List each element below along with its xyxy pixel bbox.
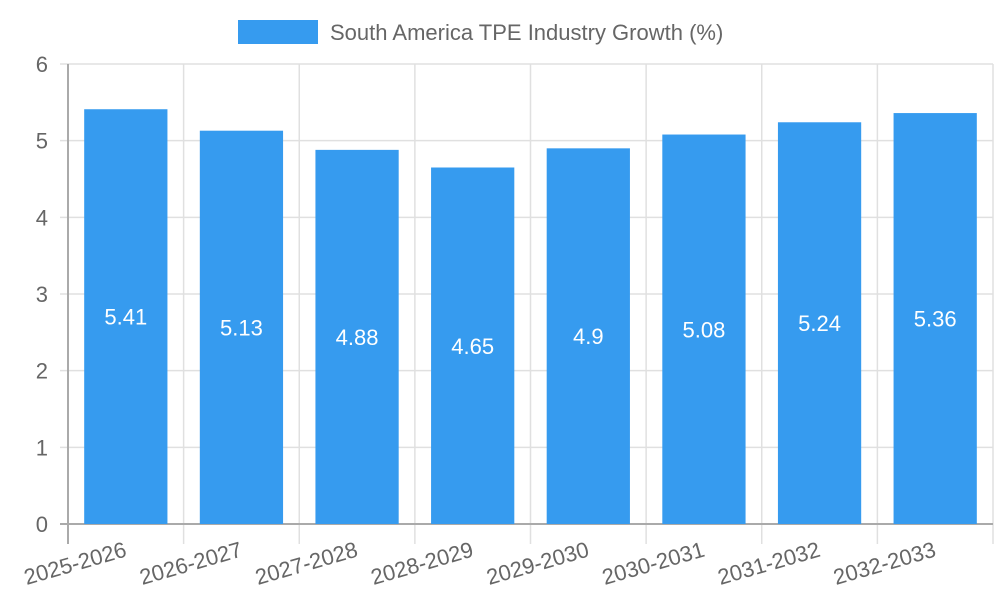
data-label: 5.08 — [683, 317, 726, 342]
data-label: 5.13 — [220, 315, 263, 340]
y-tick-label: 5 — [36, 129, 48, 154]
y-tick-label: 6 — [36, 52, 48, 77]
bar[interactable] — [546, 148, 630, 525]
legend-label: South America TPE Industry Growth (%) — [330, 20, 723, 45]
bar[interactable] — [893, 113, 977, 525]
x-tick-label: 2029-2030 — [484, 537, 592, 590]
data-labels: 5.41 5.13 4.88 4.65 4.9 5.08 5.24 5.36 — [104, 305, 956, 359]
x-tick-label: 2027-2028 — [252, 537, 360, 590]
bar[interactable] — [662, 134, 746, 525]
y-tick-label: 2 — [36, 359, 48, 384]
data-label: 5.36 — [914, 307, 957, 332]
data-label: 5.41 — [104, 305, 147, 330]
x-tick-label: 2026-2027 — [137, 537, 245, 590]
legend-swatch — [238, 20, 318, 44]
data-label: 4.9 — [573, 324, 604, 349]
x-tick-label: 2031-2032 — [715, 537, 823, 590]
x-tick-label: 2030-2031 — [599, 537, 707, 590]
x-tick-label: 2028-2029 — [368, 537, 476, 590]
data-label: 4.88 — [336, 325, 379, 350]
y-tick-label: 0 — [36, 512, 48, 537]
y-tick-label: 4 — [36, 205, 48, 230]
x-axis-ticks: 2025-2026 2026-2027 2027-2028 2028-2029 2029… — [21, 537, 938, 590]
legend[interactable]: South America TPE Industry Growth (%) — [238, 20, 723, 45]
bars — [84, 109, 977, 525]
data-label: 5.24 — [798, 311, 841, 336]
y-tick-label: 1 — [36, 435, 48, 460]
bar[interactable] — [315, 149, 399, 524]
bar[interactable] — [777, 122, 862, 525]
x-tick-label: 2025-2026 — [21, 537, 129, 590]
data-label: 4.65 — [451, 334, 494, 359]
bar[interactable] — [199, 130, 284, 524]
x-tick-label: 2032-2033 — [831, 537, 939, 590]
bar[interactable] — [84, 109, 168, 524]
y-axis-ticks: 0 1 2 3 4 5 6 — [36, 52, 48, 537]
bar[interactable] — [431, 167, 515, 525]
y-tick-label: 3 — [36, 282, 48, 307]
